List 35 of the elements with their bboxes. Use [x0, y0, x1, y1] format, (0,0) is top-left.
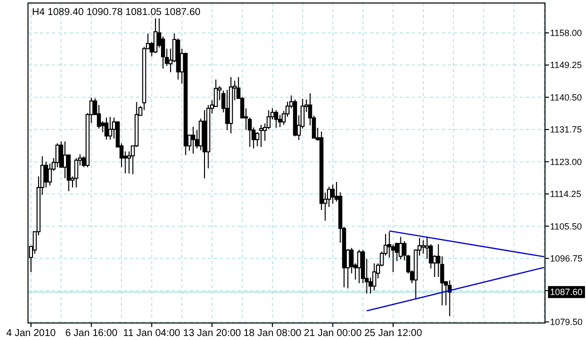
candlestick	[425, 236, 430, 260]
y-tick-label: 1149.25	[550, 60, 582, 70]
x-tick-label: 11 Jan 04:00	[123, 328, 181, 339]
y-tick-label: 1123.00	[550, 156, 582, 167]
candlestick	[191, 126, 196, 154]
y-tick-label: 1096.75	[550, 254, 583, 264]
candlestick	[225, 89, 230, 131]
x-tick-label: 25 Jan 12:00	[364, 328, 422, 339]
x-tick-label: 4 Jan 2010	[6, 328, 56, 339]
candlestick	[357, 249, 362, 284]
chart-title: H4 1089.40 1090.78 1081.05 1087.60	[32, 7, 201, 18]
candlestick	[108, 116, 112, 140]
candlestick	[278, 114, 282, 128]
y-tick-label: 1131.75	[550, 124, 582, 135]
candlestick	[259, 124, 264, 148]
y-tick-label: 1158.00	[550, 28, 582, 38]
candlestick	[55, 142, 60, 168]
x-tick-label: 6 Jan 16:00	[65, 328, 118, 339]
candlestick	[372, 262, 376, 292]
ref-line-label: 1087.60	[550, 287, 583, 298]
y-tick-label: 1114.25	[550, 189, 582, 200]
x-tick-label: 18 Jan 08:00	[244, 328, 302, 339]
candlestick	[398, 236, 403, 260]
y-tick-label: 1140.50	[550, 92, 582, 102]
candlestick	[330, 184, 335, 204]
candlestick	[74, 158, 78, 188]
candlestick	[104, 117, 108, 140]
x-tick-label: 13 Jan 20:00	[183, 328, 242, 339]
x-tick-label: 21 Jan 00:00	[304, 328, 362, 339]
candlestick	[44, 161, 48, 188]
y-tick-label: 1105.50	[550, 221, 582, 232]
candlestick	[274, 110, 278, 128]
candlestick	[153, 18, 158, 54]
candlestick	[96, 104, 101, 130]
y-tick-label: 1079.50	[550, 317, 583, 328]
